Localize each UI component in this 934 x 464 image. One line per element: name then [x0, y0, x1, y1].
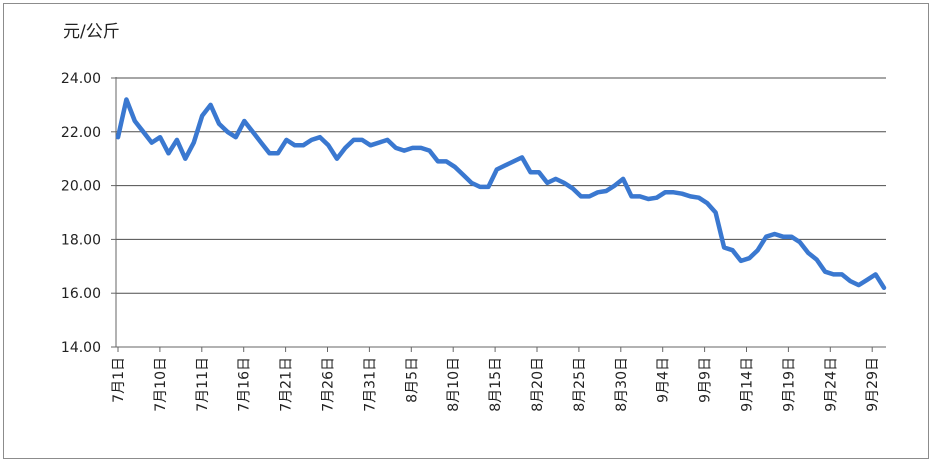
- x-tick-label: 9月24日: [823, 357, 839, 412]
- x-tick-label: 7月16日: [237, 357, 253, 412]
- price-series-line: [115, 97, 887, 291]
- axes: [111, 77, 886, 352]
- x-tick-label: 7月1日: [111, 357, 127, 403]
- x-tick-label: 8月15日: [488, 357, 504, 412]
- gridlines: [116, 77, 886, 294]
- x-tick-label: 8月30日: [614, 357, 630, 412]
- x-tick-label: 9月29日: [865, 357, 881, 412]
- series-layer: [115, 97, 887, 291]
- y-tick-label: 22.00: [61, 125, 101, 141]
- x-tick-labels: 7月1日 7月10日 7月11日 7月16日 7月21日 7月26日 7月31日 8月5日 8月…: [111, 357, 881, 412]
- x-tick-label: 8月5日: [404, 357, 420, 403]
- y-tick-label: 18.00: [61, 232, 101, 248]
- x-tick-label: 9月19日: [781, 357, 797, 412]
- x-tick-label: 8月25日: [572, 357, 588, 412]
- y-tick-label: 20.00: [61, 179, 101, 195]
- x-tick-label: 8月10日: [446, 357, 462, 412]
- y-tick-label: 16.00: [61, 286, 101, 302]
- x-tick-label: 9月4日: [656, 357, 672, 403]
- y-tick-labels: 14.00 16.00 18.00 20.00 22.00 24.00: [61, 71, 101, 356]
- x-tick-label: 7月26日: [321, 357, 337, 412]
- y-tick-label: 14.00: [61, 340, 101, 356]
- x-tick-label: 7月21日: [279, 357, 295, 412]
- y-axis-unit-label: 元/公斤: [63, 22, 120, 42]
- x-tick-label: 7月10日: [153, 357, 169, 412]
- x-tick-label: 9月9日: [698, 357, 714, 403]
- y-tick-label: 24.00: [61, 71, 101, 87]
- x-tick-label: 7月11日: [195, 357, 211, 412]
- chart-frame: [3, 3, 929, 459]
- x-tick-label: 7月31日: [362, 357, 378, 412]
- x-tick-label: 8月20日: [530, 357, 546, 412]
- x-tick-label: 9月14日: [740, 357, 756, 412]
